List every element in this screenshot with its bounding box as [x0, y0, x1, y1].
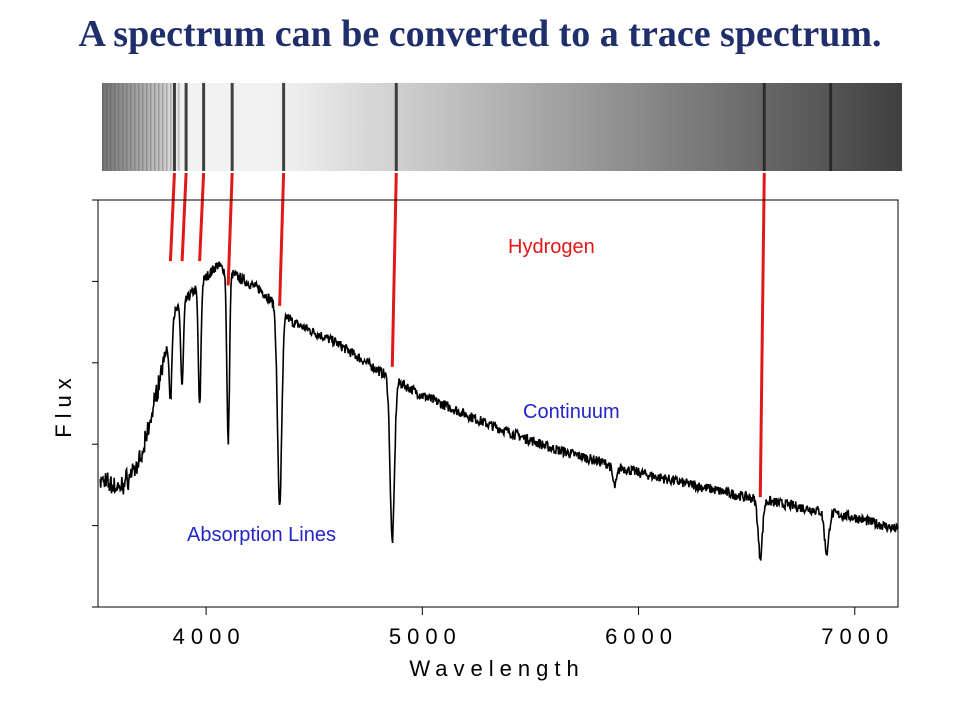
- band-fine-line: [166, 83, 168, 171]
- hydrogen-marker-line: [180, 172, 188, 262]
- band-absorption-line: [202, 83, 206, 171]
- x-tick-label: 7000: [821, 624, 894, 649]
- hydrogen-marker-line: [758, 172, 766, 498]
- hydrogen-label: Hydrogen: [508, 236, 595, 258]
- absorption-lines-label: Absorption Lines: [187, 524, 336, 546]
- y-axis-label: Flux: [51, 372, 76, 438]
- trace-spectrum: [99, 261, 899, 561]
- x-axis-label: Wavelength: [409, 656, 584, 681]
- band-fine-line: [106, 83, 108, 171]
- band-absorption-line: [282, 83, 286, 171]
- band-absorption-line: [172, 83, 176, 171]
- band-fine-line: [122, 83, 124, 171]
- x-tick-label: 4000: [173, 624, 246, 649]
- band-fine-line: [138, 83, 140, 171]
- band-absorption-line: [762, 83, 766, 171]
- band-fine-line: [150, 83, 152, 171]
- plot-axes: [92, 199, 899, 615]
- band-fine-line: [154, 83, 156, 171]
- band-fine-line: [110, 83, 112, 171]
- band-fine-line: [102, 83, 104, 171]
- band-fine-line: [146, 83, 148, 171]
- hydrogen-marker-line: [168, 172, 176, 262]
- hydrogen-marker-line: [226, 172, 234, 286]
- hydrogen-markers: [168, 172, 766, 498]
- slide-title: A spectrum can be converted to a trace s…: [78, 13, 882, 55]
- tick-labels: 4000 5000 6000 7000: [173, 624, 894, 649]
- band-fine-line: [134, 83, 136, 171]
- hydrogen-marker-line: [390, 172, 398, 367]
- spectrum-trace-line: [99, 261, 899, 561]
- hydrogen-marker-line: [278, 172, 286, 306]
- band-absorption-line: [829, 83, 833, 171]
- plot-frame: [97, 199, 899, 608]
- x-tick-label: 6000: [605, 624, 678, 649]
- band-fine-line: [126, 83, 128, 171]
- band-fine-line: [130, 83, 132, 171]
- continuum-label: Continuum: [523, 401, 620, 423]
- hydrogen-marker-line: [198, 172, 206, 262]
- band-fine-line: [158, 83, 160, 171]
- band-absorption-line: [184, 83, 188, 171]
- band-fine-line: [170, 83, 172, 171]
- band-fine-line: [162, 83, 164, 171]
- spectrum-band: [102, 83, 902, 171]
- band-fine-line: [178, 83, 180, 171]
- band-fine-line: [114, 83, 116, 171]
- band-absorption-line: [230, 83, 234, 171]
- band-absorption-line: [394, 83, 398, 171]
- band-fine-line: [118, 83, 120, 171]
- band-fine-line: [142, 83, 144, 171]
- band-gradient: [102, 83, 902, 171]
- x-tick-label: 5000: [389, 624, 462, 649]
